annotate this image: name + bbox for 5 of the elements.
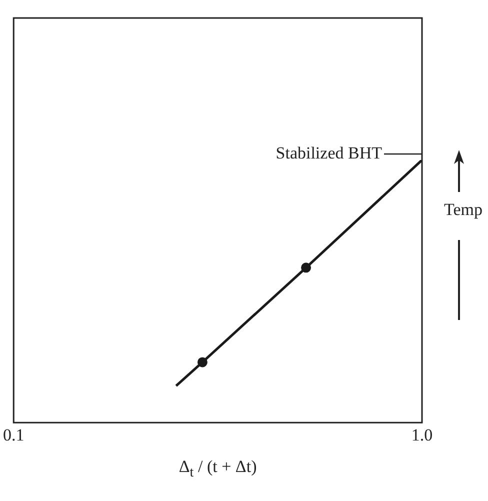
x-tick-label: 0.1 <box>3 425 24 444</box>
annotation: Stabilized BHT <box>276 143 383 162</box>
y-axis-title: Temp <box>444 200 482 220</box>
x-tick-label: 1.0 <box>411 425 433 444</box>
x-axis-title: Δ$_{t}$ / (t + Δt) <box>178 456 258 482</box>
